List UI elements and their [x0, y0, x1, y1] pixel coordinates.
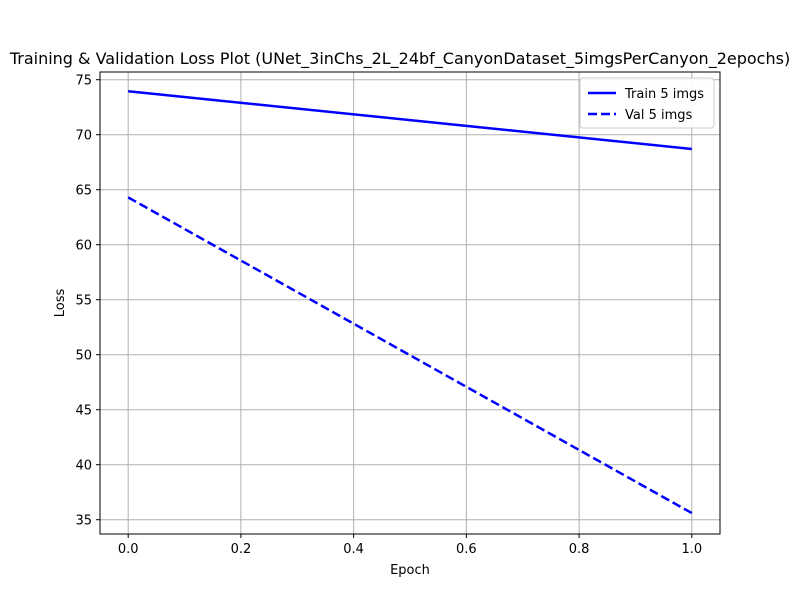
y-axis-ticks: 35 40 45 50 55 60 65 70 75 — [75, 74, 100, 529]
legend: Train 5 imgs Val 5 imgs — [579, 77, 715, 129]
series-lines — [127, 90, 693, 515]
y-tick-label: 45 — [75, 404, 92, 419]
series-line-val — [127, 196, 693, 515]
y-tick-label: 70 — [75, 129, 92, 144]
y-tick-label: 60 — [75, 239, 92, 254]
series-line-train — [128, 90, 692, 151]
legend-label: Val 5 imgs — [625, 108, 693, 123]
x-tick-label: 1.0 — [681, 542, 702, 557]
y-tick-label: 55 — [75, 294, 92, 309]
legend-label: Train 5 imgs — [624, 87, 704, 102]
legend-box — [579, 77, 715, 129]
x-tick-label: 0.4 — [343, 542, 364, 557]
x-axis-label: Epoch — [390, 563, 430, 578]
plot-frame — [99, 71, 721, 535]
y-tick-label: 35 — [75, 514, 92, 529]
y-tick-label: 75 — [75, 74, 92, 89]
x-tick-label: 0.6 — [456, 542, 477, 557]
y-tick-label: 40 — [75, 459, 92, 474]
chart-title: Training & Validation Loss Plot (UNet_3i… — [9, 49, 790, 69]
x-tick-label: 0.0 — [118, 542, 139, 557]
y-tick-label: 65 — [75, 184, 92, 199]
y-axis-label: Loss — [53, 289, 68, 318]
x-tick-label: 0.8 — [569, 542, 590, 557]
y-tick-label: 50 — [75, 349, 92, 364]
x-axis-ticks: 0.0 0.2 0.4 0.6 0.8 1.0 — [118, 534, 702, 557]
x-tick-label: 0.2 — [231, 542, 252, 557]
